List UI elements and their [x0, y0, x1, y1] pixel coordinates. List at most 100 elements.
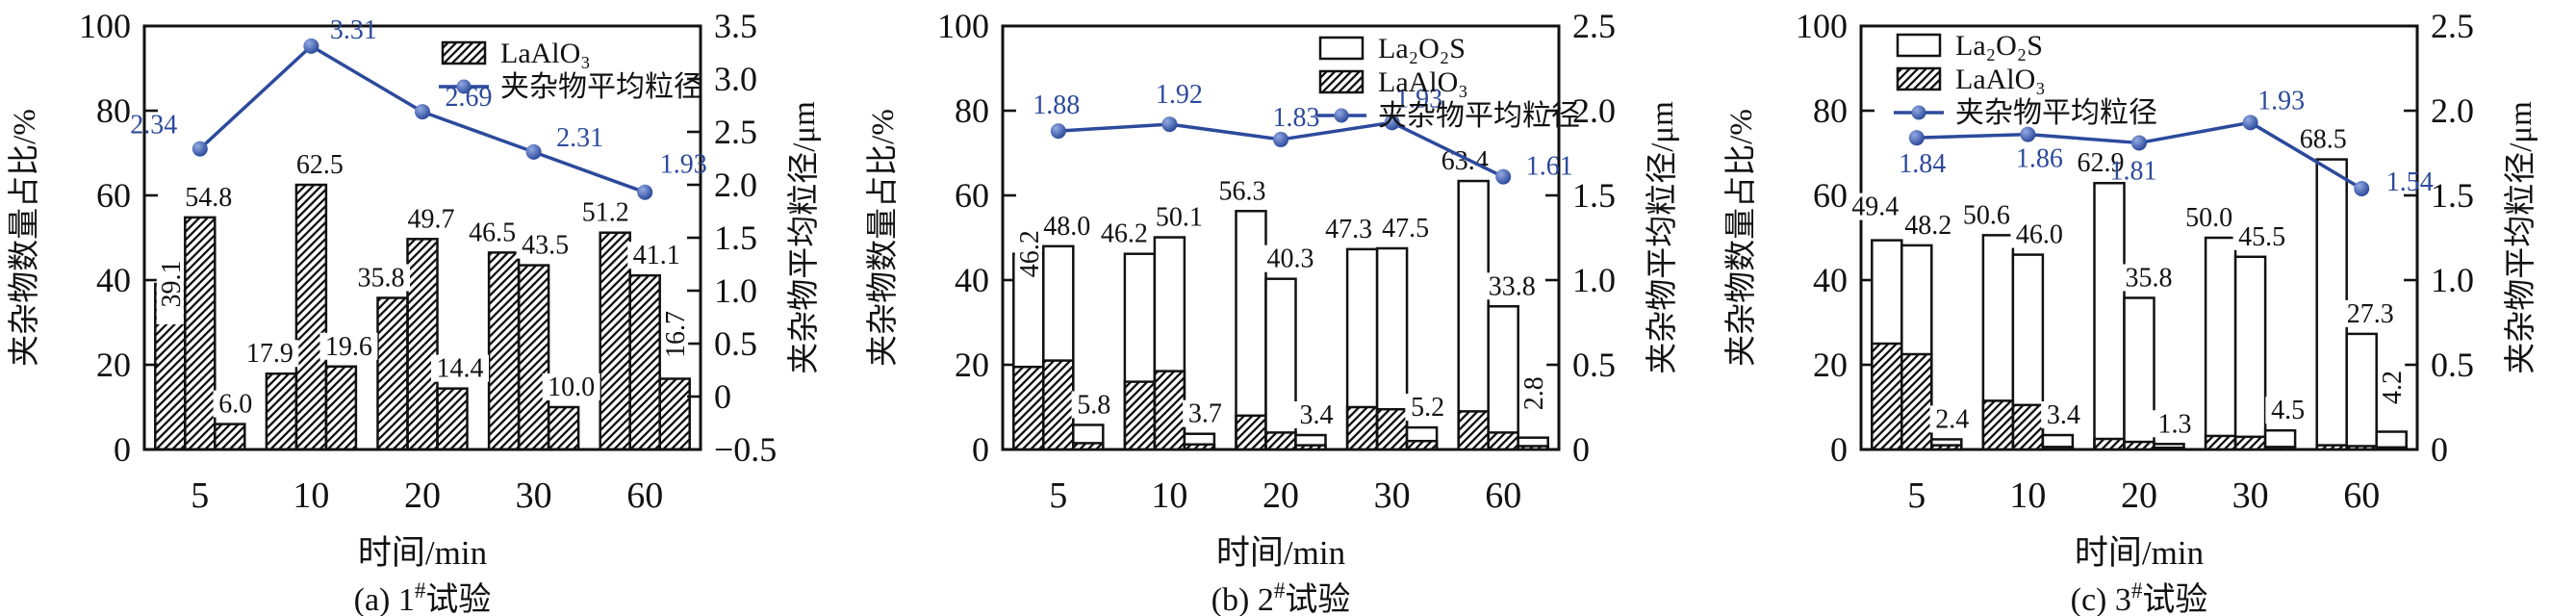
bar-value-label: 56.3	[1219, 176, 1266, 206]
bar-hatch-segment	[1375, 407, 1409, 451]
left-tick-label: 40	[96, 261, 131, 299]
bar-label-bg	[1957, 201, 2016, 229]
bar-value-label: 50.6	[1963, 200, 2010, 230]
bar-hatch-segment	[1871, 342, 1903, 451]
legend-label: LaAlO₃	[1378, 66, 1468, 98]
right-tick-label: −0.5	[714, 430, 777, 469]
bar-total	[1457, 179, 1490, 451]
bar-value-label: 35.8	[2126, 263, 2173, 293]
right-tick-label: 1.5	[1572, 176, 1616, 215]
bar-label-bg	[1319, 215, 1378, 243]
bar-label-bg	[1014, 213, 1042, 295]
bar-hatch-segment	[2263, 446, 2297, 451]
line-value-label: 1.54	[2386, 167, 2434, 197]
bar-hatched	[294, 183, 328, 451]
bar-total	[2345, 332, 2378, 451]
bar-value-label: 46.2	[1101, 219, 1148, 249]
bar-total	[2233, 255, 2267, 451]
line-value-label: 1.88	[1033, 90, 1080, 120]
line-value-label: 2.31	[556, 123, 603, 153]
bar-hatched	[436, 387, 469, 451]
bar-hatched	[324, 365, 358, 451]
bar-value-label: 41.1	[633, 241, 680, 270]
panel-a: 0 20 40 60 80 100 −0.5 0 0.5 1.0 1.5 2.0 2.5 3.0 3.5 5 1…	[0, 0, 858, 616]
bar-label-bg	[213, 390, 259, 418]
bar-label-bg	[576, 198, 635, 226]
bar-label-bg	[1213, 177, 1271, 205]
bar-value-label: 16.7	[661, 311, 691, 358]
bar-value-label: 50.1	[1156, 203, 1203, 233]
legend-label: La₂O₂S	[1955, 30, 2043, 62]
bar-hatched	[406, 238, 439, 451]
x-tick-label: 10	[1151, 475, 1187, 516]
bar-label-bg	[1293, 401, 1339, 429]
x-tick-label: 60	[2343, 475, 2380, 516]
x-tick-label: 20	[404, 475, 441, 516]
legend-hatch-swatch	[1896, 66, 1942, 91]
legend-line-marker	[1911, 105, 1926, 120]
left-tick-label: 0	[972, 430, 989, 469]
bar-hatch-segment	[2123, 440, 2155, 451]
bar-hatch-segment	[2345, 445, 2378, 451]
x-axis-title: 时间/min	[358, 534, 487, 572]
line-value-label: 1.61	[1526, 152, 1573, 182]
x-axis-title: 时间/min	[2075, 534, 2204, 572]
x-tick-label: 10	[2009, 475, 2046, 516]
bar-label-bg	[1483, 272, 1542, 300]
bar-hatch-segment	[2011, 403, 2045, 451]
bar-label-bg	[1037, 212, 1096, 240]
y-axis-right-title: 夹杂物平均粒径/μm	[2503, 101, 2538, 374]
line-marker	[1908, 130, 1925, 146]
right-tick-label: 0.5	[714, 324, 757, 363]
x-tick-label: 60	[626, 475, 663, 516]
right-tick-label: 0	[714, 377, 731, 416]
bar-value-label: 35.8	[358, 263, 405, 293]
bar-label-bg	[661, 294, 689, 375]
panel-c: 0 20 40 60 80 100 0 0.5 1.0 1.5 2.0 2.5 5 10 20 30 60 49.…	[1717, 0, 2576, 616]
bar-label-bg	[1183, 399, 1228, 427]
left-tick-label: 80	[96, 91, 131, 130]
right-tick-label: 0	[2431, 430, 2448, 469]
bar-value-label: 2.4	[1935, 404, 1969, 434]
line-marker	[2354, 180, 2370, 196]
line-marker	[303, 38, 319, 54]
left-tick-label: 40	[955, 261, 989, 299]
right-tick-label: 1.5	[714, 218, 757, 257]
line-value-label: 1.93	[2257, 86, 2305, 116]
bar-hatch-segment	[2204, 434, 2237, 451]
bar-label-bg	[1405, 394, 1450, 422]
panel-caption: (b) 2#试验	[1211, 578, 1351, 616]
legend-line-marker	[456, 79, 472, 94]
bar-hatched	[517, 264, 550, 451]
bar-label-bg	[2180, 204, 2238, 231]
bar-value-label: 14.4	[437, 354, 484, 384]
right-tick-label: 1.0	[1572, 261, 1616, 299]
bar-value-label: 47.5	[1382, 214, 1429, 244]
line-marker	[191, 141, 208, 157]
bar-hatch-segment	[1183, 443, 1216, 451]
right-tick-label: 2.0	[2431, 91, 2474, 130]
bar-value-label: 51.2	[582, 198, 629, 228]
bar-label-bg	[179, 183, 238, 211]
left-tick-label: 20	[96, 346, 131, 384]
right-tick-label: 0.5	[1572, 346, 1616, 384]
bar-label-bg	[2152, 410, 2198, 438]
bar-value-label: 33.8	[1489, 271, 1536, 301]
bar-value-label: 46.0	[2016, 220, 2063, 250]
bar-label-bg	[1071, 391, 1117, 419]
line-marker	[2131, 135, 2147, 151]
bar-value-label: 5.2	[1411, 393, 1444, 423]
right-tick-label: 2.0	[714, 166, 757, 204]
bar-value-label: 19.6	[325, 332, 372, 362]
legend-label: 夹杂物平均粒径	[1955, 97, 2157, 129]
bar-label-bg	[542, 373, 600, 400]
bar-value-label: 54.8	[185, 183, 232, 213]
bar-value-label: 39.1	[157, 260, 187, 307]
bar-hatch-segment	[2375, 446, 2408, 451]
x-tick-label: 5	[1049, 475, 1067, 516]
line-marker	[2020, 126, 2036, 142]
y-axis-left-title: 夹杂物数量占比/%	[1723, 109, 1759, 367]
bar-hatch-segment	[1264, 431, 1297, 451]
bar-label-bg	[1519, 352, 1547, 434]
panel-caption: (a) 1#试验	[354, 578, 492, 616]
